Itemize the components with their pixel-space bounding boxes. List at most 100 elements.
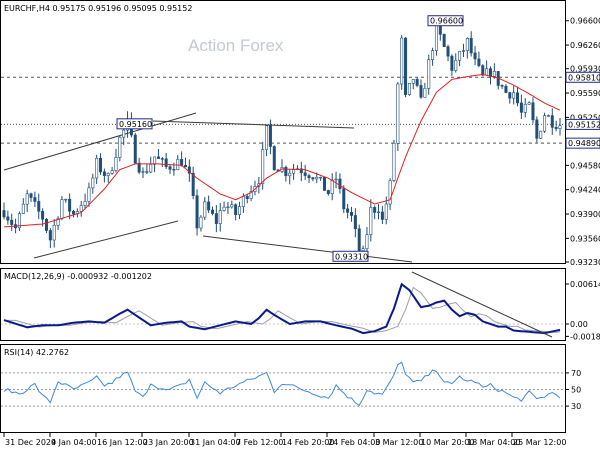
candle-body: [473, 52, 477, 60]
candle-body: [180, 159, 184, 166]
triangle-lower-line: [202, 235, 413, 263]
rsi-tick-label: 30: [571, 402, 581, 411]
candle-body: [122, 129, 126, 138]
candle-body: [83, 201, 87, 206]
candle-body: [172, 168, 176, 171]
candle-body: [153, 156, 157, 165]
candle-body: [149, 164, 153, 173]
callout-label: 0.93310: [335, 252, 368, 261]
candle-body: [543, 115, 547, 132]
time-tick-label: 16 Jan 12:00: [97, 438, 148, 447]
candle-body: [434, 21, 438, 51]
candle-body: [492, 71, 496, 77]
time-tick-label: 3 Mar 12:00: [375, 438, 423, 447]
time-tick-label: 23 Jan 20:00: [143, 438, 194, 447]
candle-body: [346, 208, 350, 213]
candle-body: [500, 85, 504, 87]
price-tick-label: 0.95590: [570, 89, 600, 98]
macd-tick-label: -0.001896: [570, 332, 600, 341]
candle-body: [446, 46, 450, 57]
price-tick-label: 0.94240: [570, 186, 600, 195]
candle-body: [504, 85, 508, 93]
candle-body: [454, 59, 458, 71]
candle-body: [79, 205, 83, 212]
level-tag-box: [565, 137, 600, 149]
candle-body: [222, 206, 226, 211]
time-tick-label: 9 Jan 04:00: [51, 438, 97, 447]
level-tag-box: [565, 71, 600, 83]
candle-body: [48, 230, 52, 241]
time-tick-label: 7 Feb 12:00: [236, 438, 283, 447]
triangle-upper-line: [152, 120, 355, 129]
candle-body: [292, 169, 296, 174]
candle-body: [527, 102, 531, 105]
callout-box: [427, 15, 464, 27]
candle-body: [245, 196, 249, 199]
macd-trendline: [411, 271, 553, 338]
candle-body: [284, 167, 288, 177]
candle-body: [311, 177, 315, 180]
rsi-title: RSI(14) 42.2762: [4, 348, 69, 357]
candle-body: [469, 37, 473, 54]
candle-body: [249, 191, 253, 199]
candle-body: [52, 224, 56, 241]
time-tick-label: 31 Dec 2024: [5, 438, 56, 447]
candle-body: [415, 79, 419, 86]
candle-body: [431, 50, 435, 60]
candle-body: [60, 199, 64, 219]
candle-body: [226, 206, 230, 209]
candle-body: [118, 136, 122, 158]
candle-body: [369, 207, 373, 235]
candle-body: [44, 218, 48, 231]
candle-body: [326, 190, 330, 194]
candle-body: [68, 198, 72, 212]
candle-body: [238, 206, 242, 216]
candle-body: [265, 125, 269, 150]
price-tick-label: 0.93230: [570, 258, 600, 267]
candle-body: [211, 209, 215, 214]
time-tick-label: 18 Mar 04:00: [467, 438, 520, 447]
candle-body: [461, 50, 465, 52]
candle-body: [183, 165, 187, 168]
time-tick-label: 31 Jan 04:00: [190, 438, 241, 447]
candle-body: [477, 58, 481, 66]
candle-body: [338, 178, 342, 189]
candle-body: [160, 158, 164, 160]
candle-body: [261, 149, 265, 185]
candle-body: [64, 198, 68, 201]
candle-body: [303, 172, 307, 176]
candle-body: [21, 203, 25, 214]
candle-body: [72, 210, 76, 215]
time-tick-label: 25 Mar 12:00: [513, 438, 566, 447]
candle-body: [388, 180, 392, 205]
candle-body: [357, 228, 361, 251]
candle-body: [106, 173, 110, 176]
candle-body: [56, 218, 60, 226]
candle-body: [110, 170, 114, 174]
level-tag-label: 0.95152: [568, 120, 600, 129]
candle-body: [523, 103, 527, 113]
price-tick-label: 0.93560: [570, 234, 600, 243]
price-tick-label: 0.96600: [570, 17, 600, 26]
rsi-axis: 70 50 30: [1, 369, 581, 411]
candle-body: [535, 119, 539, 139]
candle-body: [380, 211, 384, 220]
candle-body: [114, 157, 118, 171]
candle-body: [450, 55, 454, 71]
rsi-line: [3, 361, 561, 407]
level-tag-label: 0.95810: [568, 73, 600, 82]
price-tick-label: 0.96260: [570, 41, 600, 50]
candle-body: [550, 115, 554, 128]
candle-body: [268, 125, 272, 147]
candle-body: [99, 157, 103, 173]
candle-body: [234, 204, 238, 216]
candle-body: [288, 172, 292, 177]
candle-body: [407, 83, 411, 95]
rsi-panel-frame: [0, 344, 566, 433]
price-header: EURCHF,H4 0.95175 0.95196 0.95095 0.9515…: [4, 4, 192, 13]
callout-label: 0.95160: [119, 120, 152, 129]
candle-body: [322, 176, 326, 191]
candle-body: [485, 68, 489, 76]
candle-body: [29, 193, 33, 198]
candle-body: [168, 166, 172, 170]
